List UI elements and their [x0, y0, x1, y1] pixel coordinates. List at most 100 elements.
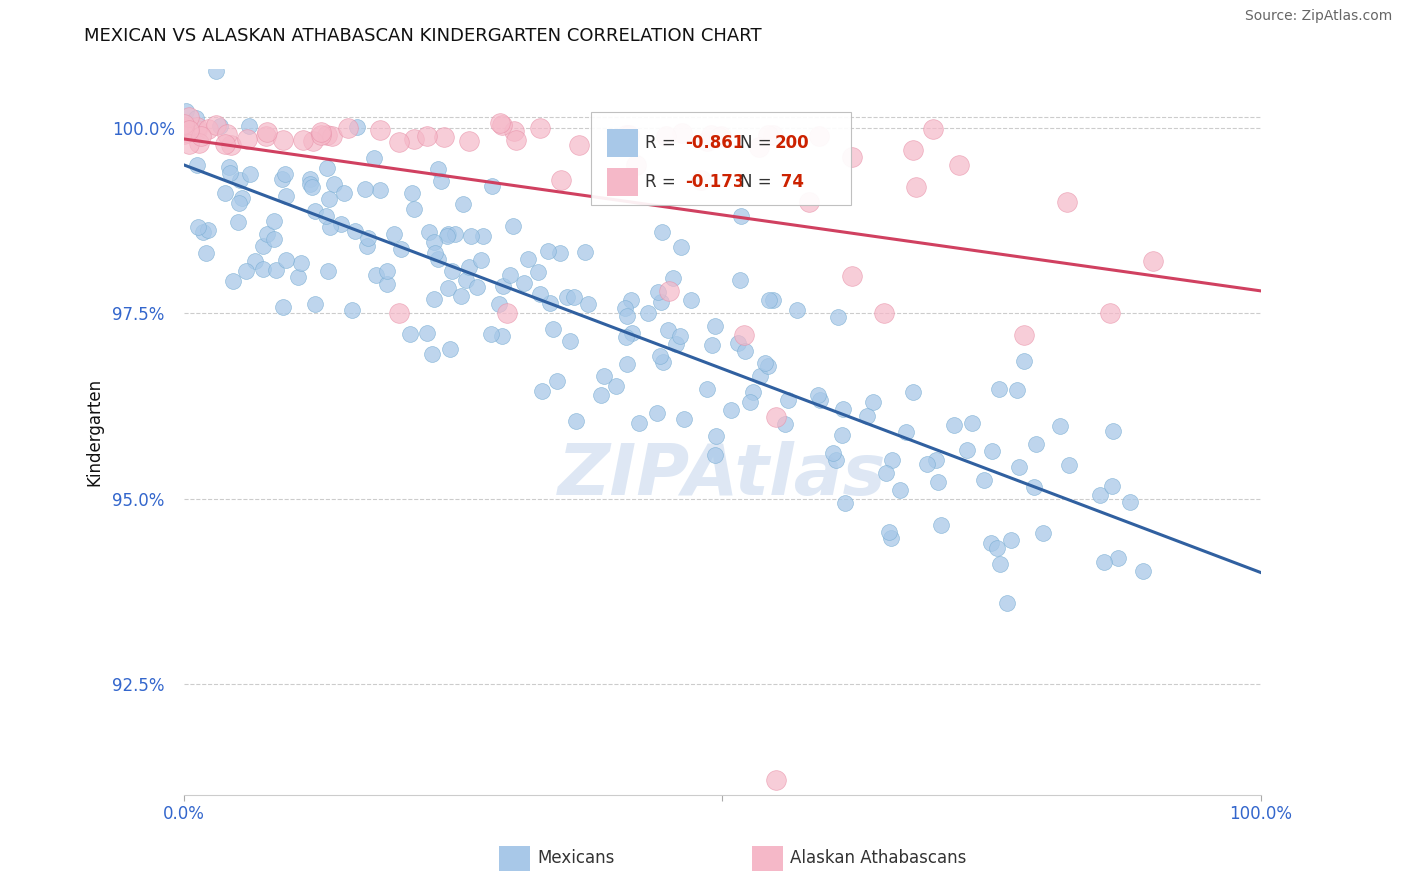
Point [329, 217, 352, 231]
Point [451, 197, 474, 211]
Point [357, 231, 380, 245]
Point [538, 296, 561, 310]
Point [173, 127, 195, 141]
Point [423, 246, 446, 260]
Point [841, 151, 863, 165]
Point [287, 270, 309, 285]
Y-axis label: Kindergarten: Kindergarten [86, 377, 103, 486]
Point [209, 119, 232, 133]
Point [748, 140, 770, 154]
Point [443, 227, 465, 242]
Point [416, 326, 439, 340]
Point [375, 264, 398, 278]
Point [1088, 488, 1111, 502]
Point [218, 160, 240, 174]
Text: N =: N = [740, 134, 776, 152]
Point [873, 306, 896, 320]
Point [973, 473, 995, 487]
Point [309, 128, 332, 143]
Point [832, 402, 855, 417]
Point [1057, 458, 1080, 473]
Point [558, 334, 581, 348]
Point [956, 442, 979, 457]
Point [704, 429, 727, 443]
Point [1099, 306, 1122, 320]
Point [1032, 526, 1054, 541]
Point [416, 128, 439, 143]
Point [186, 120, 208, 135]
Point [922, 122, 945, 136]
Point [562, 290, 585, 304]
Point [823, 446, 845, 460]
Point [401, 186, 423, 200]
Point [512, 277, 534, 291]
Point [620, 326, 643, 340]
Text: MEXICAN VS ALASKAN ATHABASCAN KINDERGARTEN CORRELATION CHART: MEXICAN VS ALASKAN ATHABASCAN KINDERGART… [84, 27, 762, 45]
Point [315, 209, 337, 223]
Point [174, 125, 197, 139]
Point [879, 531, 901, 545]
Text: -0.861: -0.861 [685, 134, 744, 152]
Point [298, 177, 321, 191]
Point [647, 285, 669, 299]
Point [825, 453, 848, 467]
Point [197, 122, 219, 136]
Point [1014, 354, 1036, 368]
Point [243, 254, 266, 268]
Point [786, 303, 808, 318]
Text: 200: 200 [775, 134, 810, 152]
Point [756, 128, 779, 142]
Point [889, 483, 911, 497]
Point [775, 417, 797, 431]
Point [184, 111, 207, 125]
Point [315, 161, 337, 175]
Point [628, 416, 651, 430]
Point [404, 132, 426, 146]
Point [344, 223, 367, 237]
Point [491, 329, 513, 343]
Point [301, 134, 323, 148]
Point [797, 194, 820, 209]
Point [1056, 194, 1078, 209]
Text: ZIPAtlas: ZIPAtlas [558, 441, 887, 510]
Point [827, 310, 849, 325]
Point [925, 452, 948, 467]
Point [368, 123, 391, 137]
Point [197, 223, 219, 237]
Point [388, 306, 411, 320]
Point [436, 228, 458, 243]
Point [187, 136, 209, 150]
Point [1024, 479, 1046, 493]
Point [465, 280, 488, 294]
Point [727, 335, 749, 350]
Point [657, 323, 679, 337]
Point [555, 290, 578, 304]
Point [256, 125, 278, 139]
Point [264, 262, 287, 277]
Point [219, 166, 242, 180]
Point [756, 359, 779, 374]
Point [1107, 550, 1129, 565]
Point [530, 384, 553, 399]
Point [492, 278, 515, 293]
Point [568, 138, 591, 153]
Point [696, 382, 718, 396]
Point [862, 395, 884, 409]
Point [309, 125, 332, 139]
Point [614, 128, 637, 142]
Point [356, 239, 378, 253]
Point [231, 191, 253, 205]
Point [648, 350, 671, 364]
Point [450, 289, 472, 303]
Point [173, 120, 195, 134]
Point [364, 268, 387, 282]
Point [700, 128, 723, 142]
Point [700, 338, 723, 352]
Point [375, 277, 398, 292]
Point [214, 136, 236, 151]
Point [917, 457, 939, 471]
Text: R =: R = [645, 173, 682, 191]
Point [173, 117, 195, 131]
Point [426, 161, 449, 176]
Point [404, 202, 426, 216]
